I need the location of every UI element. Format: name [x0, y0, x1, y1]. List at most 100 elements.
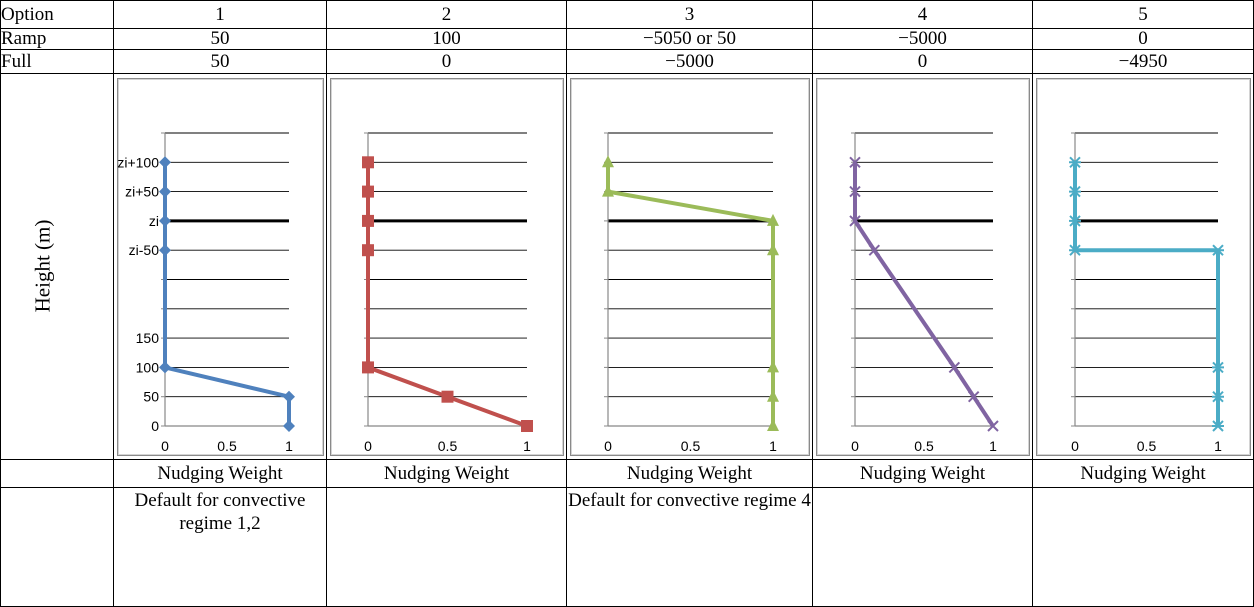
ramp-4: −5000 — [898, 28, 947, 49]
x-tick-label: 0 — [1071, 438, 1079, 454]
x-tick-label: 0.5 — [1137, 438, 1157, 454]
series-line — [606, 162, 775, 426]
y-tick-label: zi-50 — [129, 242, 160, 258]
data-point — [521, 420, 533, 432]
table-col-divider — [1032, 0, 1033, 607]
chart-frame-5 — [1036, 78, 1251, 456]
series-line — [853, 162, 995, 428]
option-2: 2 — [441, 3, 452, 25]
ramp-3: −5050 or 50 — [642, 28, 737, 49]
data-point — [1069, 185, 1081, 198]
data-point — [849, 185, 861, 198]
chart-frame-3 — [570, 78, 810, 456]
note-option-1: Default for convective regime 1,2 — [134, 490, 306, 534]
data-point — [967, 390, 980, 403]
data-point — [283, 390, 295, 403]
x-tick-label: 1 — [769, 438, 777, 454]
y-tick-label: 100 — [136, 359, 160, 375]
series-line — [1073, 162, 1220, 426]
data-point — [362, 156, 374, 169]
data-point — [159, 156, 171, 169]
series-line — [366, 162, 528, 428]
data-point — [441, 390, 454, 403]
data-point — [283, 420, 295, 432]
data-point — [987, 420, 999, 432]
ramp-2: 100 — [432, 28, 461, 49]
full-1: 50 — [210, 50, 230, 72]
table-rule — [0, 487, 1254, 488]
y-tick-label: zi+50 — [125, 184, 159, 200]
data-point — [362, 244, 374, 257]
data-point — [602, 184, 614, 197]
option-1: 1 — [215, 3, 225, 25]
table-rule — [0, 28, 1254, 29]
data-point — [1212, 361, 1224, 374]
y-tick-label: 0 — [151, 418, 159, 434]
x-tick-label: 0 — [604, 438, 612, 454]
data-point — [767, 419, 779, 431]
row-label-full: Full — [1, 50, 32, 72]
series-line — [163, 162, 291, 426]
row-label-option: Option — [1, 3, 54, 25]
y-tick-label: 150 — [136, 330, 160, 346]
table-rule — [0, 459, 1254, 460]
data-point — [1212, 244, 1224, 256]
x-axis-title-5: Nudging Weight — [1080, 462, 1206, 484]
table-rule — [0, 73, 1254, 74]
data-point — [948, 361, 961, 374]
full-3: −5000 — [665, 50, 714, 72]
table-col-divider — [113, 0, 114, 607]
full-2: 0 — [441, 50, 452, 72]
data-point — [1069, 215, 1081, 227]
chart-frame-2 — [330, 78, 564, 456]
table-border-left — [0, 0, 1, 607]
x-tick-label: 0 — [851, 438, 859, 454]
table-col-divider — [566, 0, 567, 607]
data-point — [602, 155, 614, 168]
data-point — [767, 213, 779, 226]
data-point — [362, 185, 374, 198]
x-tick-label: 0 — [364, 438, 372, 454]
x-axis-title-3: Nudging Weight — [626, 462, 753, 484]
x-tick-label: 0.5 — [217, 438, 237, 454]
data-point — [362, 361, 374, 374]
x-tick-label: 1 — [1214, 438, 1222, 454]
option-4: 4 — [917, 3, 928, 25]
x-axis-title-4: Nudging Weight — [859, 462, 986, 484]
chart-frame-1 — [117, 78, 324, 456]
table-rule — [0, 49, 1254, 50]
data-point — [1212, 420, 1224, 432]
data-point — [159, 214, 171, 227]
row-label-ramp: Ramp — [1, 28, 47, 49]
data-point — [159, 185, 171, 198]
x-axis-title-2: Nudging Weight — [383, 462, 510, 484]
data-point — [767, 243, 779, 256]
y-tick-label: 50 — [143, 389, 159, 405]
x-axis-title-1: Nudging Weight — [157, 462, 283, 484]
data-point — [868, 244, 881, 256]
x-tick-label: 1 — [523, 438, 531, 454]
data-point — [767, 389, 779, 402]
x-tick-label: 0 — [161, 438, 169, 454]
note-option-3: Default for convective regime 4 — [568, 490, 811, 511]
data-point — [1069, 244, 1081, 256]
table-col-divider — [326, 0, 327, 607]
x-tick-label: 1 — [285, 438, 293, 454]
data-point — [849, 215, 861, 227]
full-5: −4950 — [1118, 50, 1168, 72]
x-tick-label: 0.5 — [438, 438, 458, 454]
table-col-divider — [812, 0, 813, 607]
data-point — [159, 361, 171, 374]
ramp-1: 50 — [210, 28, 230, 49]
data-point — [849, 156, 861, 169]
x-tick-label: 0.5 — [914, 438, 934, 454]
data-point — [1069, 156, 1081, 169]
ramp-5: 0 — [1138, 28, 1148, 49]
x-tick-label: 1 — [989, 438, 997, 454]
data-point — [362, 214, 374, 227]
table-border-top — [0, 0, 1254, 1]
data-point — [767, 360, 779, 373]
chart-frame-4 — [816, 78, 1030, 456]
data-point — [159, 244, 171, 257]
y-tick-label: zi+100 — [117, 154, 159, 170]
